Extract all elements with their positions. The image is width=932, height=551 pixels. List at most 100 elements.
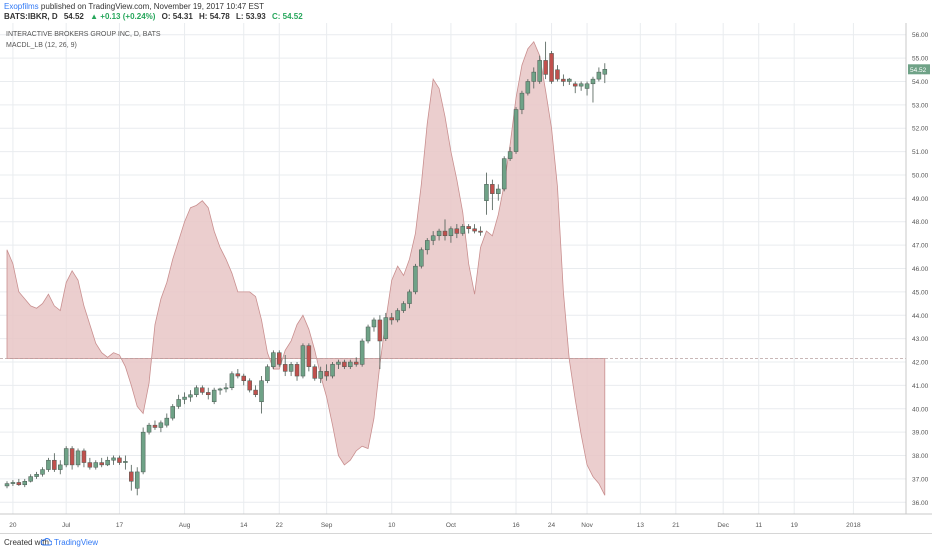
last-price-tag [908,64,930,75]
candle-down [81,450,87,463]
x-tick-label: Oct [446,522,456,529]
candle-up [158,422,164,428]
low-value: L: 53.93 [235,12,266,21]
candle-up [365,326,371,342]
y-tick-label: 52.00 [912,126,929,133]
x-tick-label: 10 [388,522,396,529]
y-tick-label: 39.00 [912,430,929,437]
candle-down [466,226,471,230]
candle-up [194,387,199,396]
candle-up [507,151,513,159]
ohlc-line: BATS:IBKR, D 54.52 ▲ +0.13 (+0.24%) O: 5… [4,12,307,21]
candle-up [407,291,412,304]
y-tick-label: 37.00 [912,476,929,483]
candle-up [318,371,323,379]
x-tick-label: 11 [755,522,762,529]
candle-up [436,230,442,237]
candle-down [52,459,57,470]
indicator-label[interactable]: MACDL_LB (12, 26, 9) [6,42,77,49]
publish-line: Exopfilms published on TradingView.com, … [4,2,264,11]
candle-up [182,396,187,400]
candle-up [123,461,128,463]
y-tick-label: 40.00 [912,406,929,413]
symbol-label: BATS:IBKR, D [4,12,58,21]
y-tick-label: 48.00 [912,219,929,226]
candle-down [87,462,93,468]
y-tick-label: 55.00 [912,56,929,63]
candle-up [170,406,175,419]
candle-up [383,317,389,339]
candle-down [247,380,252,391]
candle-down [389,317,394,321]
candle-up [93,462,99,468]
candle-down [442,230,448,237]
y-tick-label: 45.00 [912,289,929,296]
price-chart[interactable]: 36.00 37.00 38.00 39.00 40.00 41.00 42.00 43.00… [0,23,932,533]
candle-down [312,366,318,379]
created-with-text: Created with [4,538,49,547]
y-tick-label: 42.00 [912,360,929,367]
candle-down [478,230,483,233]
candle-up [513,109,519,152]
open-value: O: 54.31 [161,12,193,21]
candle-up [300,345,306,377]
candle-up [537,60,542,82]
candle-up [448,228,454,237]
candle-up [111,457,116,461]
x-tick-label: 20 [9,522,17,529]
candle-up [28,476,33,482]
y-tick-label: 50.00 [912,172,929,179]
y-tick-label: 41.00 [912,383,929,390]
candle-up [134,471,140,489]
candle-up [359,340,365,365]
cloud-icon [40,538,52,546]
candle-down [282,364,288,372]
candle-up [602,69,608,75]
candle-down [205,392,211,396]
candle-down [490,184,495,194]
high-value: H: 54.78 [199,12,230,21]
candle-up [430,235,436,241]
y-tick-label: 43.00 [912,336,929,343]
candle-up [211,389,217,403]
candle-up [460,226,466,234]
published-text: published on TradingView.com, November 1… [40,2,265,11]
candle-down [99,462,104,466]
candle-up [105,459,110,466]
x-tick-label: 16 [512,522,520,529]
candle-up [75,450,81,466]
x-tick-label: Aug [179,522,191,529]
y-tick-label: 49.00 [912,196,929,203]
chart-area[interactable]: 36.00 37.00 38.00 39.00 40.00 41.00 42.00 43.00… [0,23,932,533]
publisher-link[interactable]: Exopfilms [4,2,39,11]
y-tick-label: 46.00 [912,266,929,273]
tradingview-brand[interactable]: TradingView [54,538,99,547]
x-tick-label: 24 [548,522,556,529]
candle-up [424,240,430,251]
candle-up [484,184,489,201]
candle-up [271,352,276,367]
last-price-tag-text: 54.52 [910,67,927,74]
candle-up [40,469,45,475]
candle-up [188,394,193,398]
candle-down [454,228,460,234]
candle-up [395,310,400,321]
candle-up [525,81,531,94]
x-tick-label: Dec [717,522,729,529]
candle-down [241,375,247,381]
candle-down [16,482,22,486]
candle-up [348,361,353,367]
candle-up [419,249,424,267]
x-tick-label: 2018 [846,522,861,529]
candle-down [306,345,312,367]
y-tick-label: 54.00 [912,79,929,86]
candle-up [584,83,590,89]
x-tick-label: Sep [321,522,333,529]
candle-up [496,188,501,194]
candle-up [63,448,69,466]
candle-up [501,158,507,190]
footer: Created with TradingView [0,533,932,551]
candle-down [235,373,241,377]
y-tick-label: 51.00 [912,149,929,156]
candle-down [200,387,205,393]
